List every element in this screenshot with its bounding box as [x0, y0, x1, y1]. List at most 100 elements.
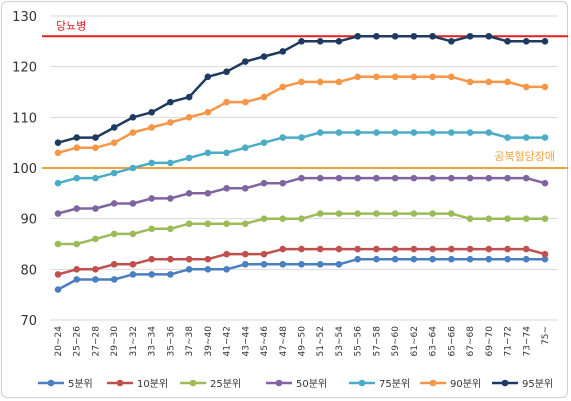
data-point — [429, 210, 436, 217]
legend-marker — [47, 379, 55, 387]
data-point — [354, 73, 361, 81]
data-point — [92, 144, 99, 152]
data-point — [504, 134, 511, 141]
legend-label: 95분위 — [522, 377, 553, 390]
data-point — [148, 255, 155, 263]
x-tick-label: 63~64 — [429, 326, 439, 357]
x-axis-ticks: 20~24 25~26 27~28 29~30 31~32 33~34 35~36 37~38… — [54, 326, 551, 357]
data-point — [242, 98, 249, 106]
data-point — [504, 38, 511, 45]
data-point — [522, 38, 530, 45]
data-point — [298, 134, 305, 141]
data-point — [260, 93, 268, 101]
x-tick-label: 41~42 — [223, 326, 233, 356]
data-point — [373, 129, 380, 136]
data-point — [448, 174, 455, 182]
data-point — [391, 255, 399, 263]
data-point — [335, 38, 343, 45]
data-point — [298, 174, 305, 182]
series-line — [57, 176, 546, 215]
data-point — [54, 240, 62, 248]
legend-marker — [501, 379, 509, 387]
data-point — [129, 271, 137, 278]
data-point — [485, 215, 493, 222]
x-tick-label: 35~36 — [166, 326, 176, 357]
data-point — [148, 271, 155, 278]
data-point — [298, 260, 305, 268]
data-point — [54, 179, 62, 187]
x-tick-label: 55~56 — [354, 326, 364, 357]
data-point — [298, 245, 305, 253]
data-point — [504, 255, 511, 263]
data-point — [73, 266, 81, 273]
data-point — [223, 250, 230, 258]
data-point — [298, 38, 305, 45]
data-point — [110, 260, 118, 268]
data-point — [373, 32, 380, 40]
data-point — [354, 174, 361, 182]
data-point — [335, 210, 343, 217]
data-point — [429, 174, 436, 182]
data-point — [223, 184, 230, 192]
x-tick-label: 75~ — [541, 326, 551, 345]
data-point — [448, 73, 455, 81]
data-point — [429, 245, 436, 253]
data-point — [316, 174, 324, 182]
data-point — [354, 32, 361, 40]
data-point — [316, 245, 324, 253]
x-tick-label: 59~60 — [391, 326, 401, 357]
data-point — [335, 129, 343, 136]
data-point — [73, 276, 81, 283]
data-point — [110, 230, 118, 238]
data-point — [242, 260, 249, 268]
data-point — [129, 164, 137, 172]
x-tick-label: 25~26 — [73, 326, 83, 357]
x-tick-label: 29~30 — [110, 326, 120, 357]
data-point — [129, 230, 137, 238]
data-point — [129, 260, 137, 268]
x-tick-label: 39~40 — [204, 326, 214, 357]
data-point — [391, 129, 399, 136]
data-point — [354, 245, 361, 253]
data-point — [54, 149, 62, 157]
x-tick-label: 43~44 — [241, 326, 251, 357]
y-tick-label: 120 — [12, 61, 37, 76]
data-point — [522, 215, 530, 222]
data-point — [541, 179, 549, 187]
data-point — [148, 124, 155, 131]
data-point — [185, 255, 193, 263]
data-point — [223, 149, 230, 157]
data-point — [429, 129, 436, 136]
data-point — [522, 83, 530, 91]
legend-marker — [116, 379, 124, 387]
x-tick-label: 20~24 — [54, 326, 64, 357]
data-point — [148, 108, 155, 116]
data-point — [279, 83, 287, 91]
data-point — [335, 245, 343, 253]
data-point — [391, 210, 399, 217]
data-point — [204, 255, 212, 263]
data-point — [335, 78, 343, 86]
data-point — [167, 225, 174, 233]
data-point — [410, 174, 418, 182]
data-point — [110, 139, 118, 146]
data-point — [129, 129, 137, 136]
series-line — [57, 35, 545, 144]
data-point — [242, 220, 249, 228]
data-point — [541, 134, 549, 141]
data-point — [279, 134, 287, 141]
data-point — [485, 255, 493, 263]
data-point — [167, 271, 174, 278]
data-point — [242, 250, 249, 258]
data-point — [167, 255, 174, 263]
data-point — [185, 190, 193, 197]
y-tick-label: 70 — [20, 314, 37, 329]
legend-label: 75분위 — [379, 377, 410, 390]
data-point — [204, 108, 212, 116]
data-point — [448, 255, 455, 263]
data-point — [410, 255, 418, 263]
legend-marker — [429, 379, 437, 387]
x-tick-label: 67~68 — [466, 326, 476, 357]
data-point — [466, 215, 474, 222]
